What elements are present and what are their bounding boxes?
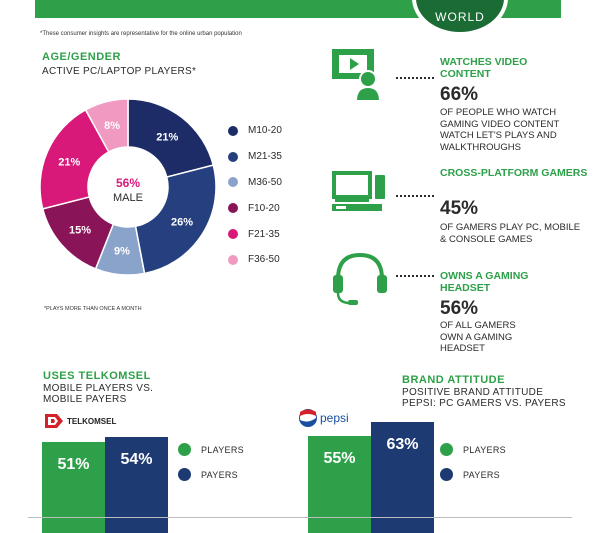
stat-headset-description: OF ALL GAMERS OWN A GAMING HEADSET [440,320,516,354]
legend-label: F21-35 [248,228,280,240]
pepsi-globe-icon [299,409,317,427]
legend-label: M36-50 [248,176,282,188]
brand-legend-label-players: PLAYERS [463,444,506,455]
legend-label: M10-20 [248,125,282,137]
pie-label-m21-35: 26% [171,216,193,228]
stat-cross-platform-value: 45% [440,198,479,219]
age-gender-subtitle: ACTIVE PC/LAPTOP PLAYERS* [42,66,197,77]
tv-console-icon [330,167,390,217]
pie-label-f36-50: 8% [104,120,120,132]
bar-payers: 63% [371,422,434,533]
legend-item-m21-35: M21-35 [228,144,282,170]
legend-dot [228,125,238,136]
legend-label: F36-50 [248,254,280,266]
stat-headset-heading: OWNS A GAMING HEADSET [440,270,529,294]
telkomsel-logo-text: TELKOMSEL [67,416,117,426]
brand-legend-dot-payers [440,468,453,481]
brand-subtitle-line2: PEPSI: PC GAMERS VS. PAYERS [402,398,566,409]
legend-label: F10-20 [248,202,280,214]
stat-headset-value: 56% [440,298,479,319]
pie-label-f10-20: 15% [69,224,91,236]
legend-dot [228,151,238,162]
legend-item-f21-35: F21-35 [228,221,282,247]
telkomsel-subtitle-line1: MOBILE PLAYERS VS. [43,383,154,394]
brand-subtitle-line1: POSITIVE BRAND ATTITUDE [402,387,544,398]
telkomsel-legend-payers: PAYERS [178,468,238,481]
age-gender-title: AGE/GENDER [42,51,121,63]
stat-video-value: 66% [440,84,479,105]
legend-item-f10-20: F10-20 [228,195,282,221]
bar-players: 55% [308,436,371,533]
donut-center-label: MALE [113,192,143,204]
bar-label-players: 51% [57,456,90,474]
telkomsel-logo: TELKOMSEL [43,412,116,430]
legend-label-payers: PAYERS [201,469,238,480]
world-badge: WORLD [412,0,508,36]
telkomsel-heading: USES TELKOMSEL [43,370,151,382]
connector-dots-headset [396,275,434,277]
plays-footnote: *PLAYS MORE THAN ONCE A MONTH [44,306,142,312]
donut-center-value: 56% [116,176,140,190]
telkomsel-legend-players: PLAYERS [178,443,244,456]
legend-dot-payers [178,468,191,481]
legend-dot [228,203,238,214]
legend-item-m10-20: M10-20 [228,118,282,144]
bar-label-payers: 54% [120,450,153,468]
pie-slice-m21-35 [134,164,217,275]
brand-legend-label-payers: PAYERS [463,469,500,480]
legend-label: M21-35 [248,151,282,163]
brand-legend-payers: PAYERS [440,468,500,481]
bar-payers: 54% [105,436,168,533]
legend-dot [228,254,238,265]
brand-attitude-subtitle: POSITIVE BRAND ATTITUDE PEPSI: PC GAMERS… [402,387,566,409]
world-label: WORLD [435,10,485,24]
pie-label-f21-35: 21% [58,157,80,169]
telkomsel-subtitle-line2: MOBILE PAYERS [43,394,127,405]
connector-dots-cross-platform [396,195,434,197]
legend-dot [228,229,238,240]
headset-icon [330,249,390,309]
video-viewer-icon [330,43,390,103]
age-gender-donut-chart: 21% 26% 9% 15% 21% 8% 56% MALE [39,98,217,276]
brand-legend-players: PLAYERS [440,443,506,456]
pepsi-logo-text: pepsi [320,411,349,425]
bar-players: 51% [42,442,105,533]
connector-dots-video [396,77,434,79]
telkomsel-logo-icon [45,414,63,428]
legend-item-f36-50: F36-50 [228,247,282,273]
bar-label-players: 55% [323,450,356,468]
brand-attitude-heading: BRAND ATTITUDE [402,374,505,386]
stat-cross-platform-heading: CROSS-PLATFORM GAMERS [440,167,588,179]
legend-label-players: PLAYERS [201,444,244,455]
pepsi-logo: pepsi [299,409,349,427]
bar-label-payers: 63% [386,436,419,454]
brand-legend-dot-players [440,443,453,456]
telkomsel-subtitle: MOBILE PLAYERS VS. MOBILE PAYERS [43,383,153,405]
age-gender-legend: M10-20 M21-35 M36-50 F10-20 F21-35 F36-50 [228,118,282,273]
stat-video-heading: WATCHES VIDEO CONTENT [440,56,528,80]
pie-slice-f36-50 [84,98,129,153]
legend-item-m36-50: M36-50 [228,170,282,196]
stat-cross-platform-description: OF GAMERS PLAY PC, MOBILE & CONSOLE GAME… [440,222,581,245]
legend-dot [228,177,238,188]
stat-video-description: OF PEOPLE WHO WATCH GAMING VIDEO CONTENT… [440,107,560,153]
pie-label-m36-50: 9% [114,246,130,258]
pie-label-m10-20: 21% [156,131,178,143]
bottom-divider [28,517,572,518]
disclaimer: *These consumer insights are representat… [40,31,242,37]
legend-dot-players [178,443,191,456]
